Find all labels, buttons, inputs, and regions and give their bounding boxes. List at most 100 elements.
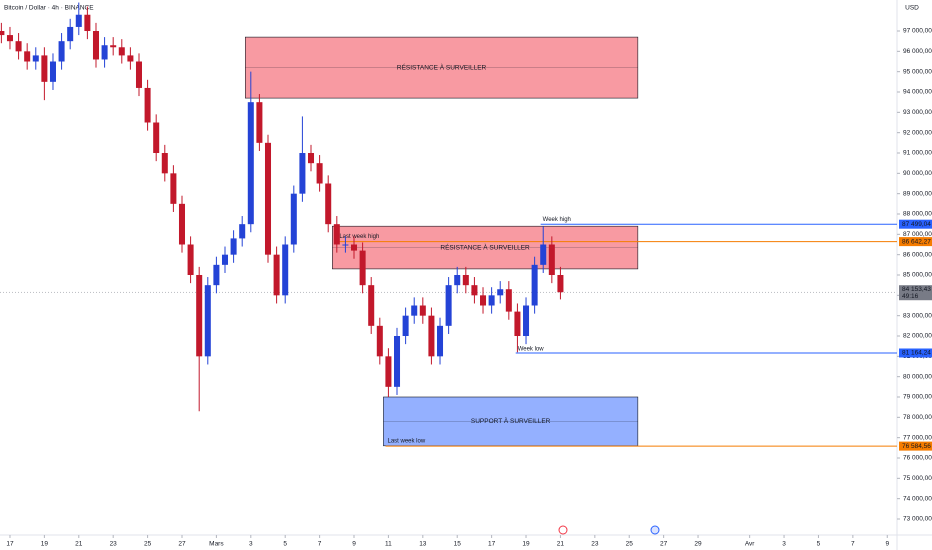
candle-body <box>342 244 349 246</box>
y-tick-label: 74 000,00 <box>903 495 932 502</box>
candle-body <box>170 173 177 204</box>
countdown: 49:16 <box>902 293 919 300</box>
level-label: 81 164,24 <box>902 350 931 357</box>
candle-body <box>6 35 13 42</box>
y-tick-label: 97 000,00 <box>903 28 932 35</box>
zone-label: RÉSISTANCE À SURVEILLER <box>397 62 487 71</box>
candle-body <box>161 153 168 174</box>
y-tick-label: 75 000,00 <box>903 475 932 482</box>
y-tick-label: 88 000,00 <box>903 211 932 218</box>
candle-body <box>24 51 31 62</box>
candle-body <box>196 275 203 357</box>
candle-body <box>333 224 340 245</box>
x-tick-label: 7 <box>851 541 855 548</box>
level-name: Last week low <box>387 439 425 445</box>
candle-body <box>15 41 22 52</box>
level-label: 86 642,27 <box>902 238 931 245</box>
y-tick-label: 92 000,00 <box>903 129 932 136</box>
x-tick-label: 21 <box>75 541 83 548</box>
y-tick-label: 83 000,00 <box>903 312 932 319</box>
x-tick-label: 5 <box>817 541 821 548</box>
level-tag <box>899 348 932 358</box>
candle-body <box>394 336 401 387</box>
y-tick-label: 82 000,00 <box>903 333 932 340</box>
candle-body <box>548 244 555 276</box>
candle-body <box>247 102 254 225</box>
candle-body <box>264 142 272 255</box>
candle-body <box>290 193 297 245</box>
level-name: Week low <box>518 347 545 353</box>
x-tick-label: 9 <box>885 541 889 548</box>
candle-body <box>462 275 469 286</box>
candle-body <box>58 41 65 62</box>
candle-body <box>221 254 229 265</box>
level-name: Week high <box>543 217 571 223</box>
y-tick-label: 77 000,00 <box>903 434 932 441</box>
event-icon[interactable] <box>558 525 568 535</box>
candle-body <box>376 325 383 357</box>
x-tick-label: 19 <box>41 541 49 548</box>
candle-body <box>514 311 521 337</box>
x-tick-label: Avr <box>745 541 755 548</box>
candle-body <box>402 315 409 337</box>
y-tick-label: 87 000,00 <box>903 231 932 238</box>
candle-body <box>359 250 366 286</box>
x-tick-label: 3 <box>249 541 253 548</box>
y-tick-label: 86 000,00 <box>903 251 932 258</box>
candle-body <box>153 122 160 154</box>
candle-body <box>488 295 495 306</box>
currency: USD <box>905 5 919 12</box>
zone-label: RÉSISTANCE À SURVEILLER <box>440 242 530 251</box>
x-tick-label: 25 <box>144 541 152 548</box>
candle-body <box>67 26 74 42</box>
candle-body <box>299 153 306 194</box>
level-label: 76 584,56 <box>902 443 931 450</box>
candle-body <box>256 102 263 143</box>
y-tick-label: 85 000,00 <box>903 272 932 279</box>
candle-body <box>316 163 323 184</box>
candle-body <box>127 55 134 62</box>
candle-body <box>273 254 280 296</box>
x-tick-label: 9 <box>352 541 356 548</box>
y-tick-label: 90 000,00 <box>903 170 932 177</box>
x-tick-label: 29 <box>694 541 702 548</box>
candle-body <box>230 238 237 255</box>
last-price-label: 84 153,43 <box>902 286 931 293</box>
candle-body <box>204 285 211 357</box>
x-tick-label: 17 <box>6 541 14 548</box>
zone <box>383 396 639 447</box>
candle-body <box>350 244 358 251</box>
candle-body <box>144 87 151 123</box>
y-tick-label: 93 000,00 <box>903 109 932 116</box>
flag-icon[interactable] <box>650 525 660 535</box>
candle-body <box>531 264 538 306</box>
y-tick-label: 91 000,00 <box>903 150 932 157</box>
candle-body <box>411 305 418 316</box>
x-tick-label: 21 <box>557 541 565 548</box>
candle-body <box>92 31 99 60</box>
x-tick-label: 23 <box>591 541 599 548</box>
last-price-tag <box>899 285 932 301</box>
level-tag <box>899 219 932 229</box>
y-tick-label: 94 000,00 <box>903 89 932 96</box>
x-tick-label: 3 <box>782 541 786 548</box>
candle-body <box>523 305 530 337</box>
x-tick-label: 19 <box>522 541 530 548</box>
candle-body <box>540 244 547 265</box>
y-tick-label: 76 000,00 <box>903 455 932 462</box>
y-tick-label: 79 000,00 <box>903 394 932 401</box>
y-tick-label: 78 000,00 <box>903 414 932 421</box>
candle-body <box>0 31 5 36</box>
zone <box>332 225 639 270</box>
zone <box>244 36 639 99</box>
candle-body <box>385 356 392 387</box>
x-tick-label: 13 <box>419 541 427 548</box>
x-tick-label: 27 <box>660 541 668 548</box>
candle-body <box>239 224 246 239</box>
candle-body <box>187 244 194 276</box>
candle-body <box>49 61 56 82</box>
zone-label: SUPPORT À SURVEILLER <box>471 416 551 425</box>
x-tick-label: 11 <box>385 541 392 548</box>
candle-body <box>282 244 289 296</box>
